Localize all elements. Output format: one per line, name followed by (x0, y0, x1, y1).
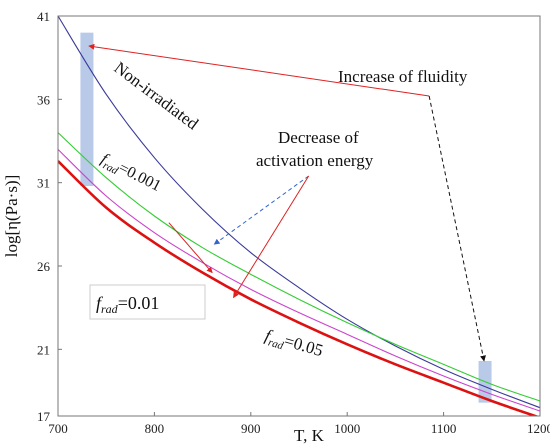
series-line-non-irradiated (58, 16, 540, 409)
y-axis-label: log[η(Pa·s)] (2, 175, 21, 258)
y-tick-label: 21 (37, 342, 50, 357)
x-tick-label: 1200 (527, 421, 550, 436)
frad-0-01-f: f (96, 293, 104, 313)
highlight-band-1 (80, 32, 94, 186)
annotation-arrow-3 (213, 175, 309, 245)
label-frad-0-05: frad=0.05 (262, 326, 325, 364)
y-tick-label: 26 (37, 259, 51, 274)
frad-0-01-value: =0.01 (118, 293, 160, 313)
x-tick-label: 700 (48, 421, 68, 436)
series-line-f-rad-0-05 (58, 160, 540, 416)
frad-0-01-box (89, 284, 206, 320)
y-tick-label: 31 (37, 176, 50, 191)
series-line-f-rad-0-001 (58, 132, 540, 402)
annotation-arrow-5 (168, 222, 213, 274)
y-tick-label: 17 (37, 409, 51, 424)
x-tick-label: 900 (241, 421, 261, 436)
y-tick-label: 36 (37, 92, 51, 107)
annotation-arrow-1 (88, 43, 430, 97)
frad-0-01-sub: rad (101, 302, 119, 316)
annotation-decrease-activation-line1: Decrease of (278, 128, 359, 147)
annotation-arrow-2 (428, 95, 486, 362)
frad-0-001-value: =0.001 (116, 159, 164, 195)
x-axis-ticks: 700 800 900 1000 1100 1200 (48, 412, 550, 436)
annotation-increase-fluidity: Increase of fluidity (338, 67, 468, 86)
frad-0-05-value: =0.05 (282, 331, 325, 360)
series-line-f-rad-0-01 (58, 148, 540, 412)
frad-0-05-sub: rad (267, 336, 285, 352)
label-non-irradiated: Non-irradiated (111, 58, 203, 134)
x-tick-label: 1100 (431, 421, 457, 436)
x-tick-label: 1000 (334, 421, 360, 436)
annotation-arrow-4 (233, 175, 310, 299)
x-tick-label: 800 (145, 421, 165, 436)
annotation-arrows (88, 43, 486, 362)
plot-frame (57, 15, 541, 417)
series-lines (58, 16, 540, 416)
x-axis-label: T, K (294, 426, 325, 445)
annotation-decrease-activation-line2: activation energy (256, 151, 374, 170)
y-axis-ticks: 17 21 26 31 36 41 (37, 9, 62, 424)
label-frad-0-01: frad=0.01 (96, 293, 159, 316)
frad-0-05-f: f (263, 326, 275, 346)
y-tick-label: 41 (37, 9, 50, 24)
